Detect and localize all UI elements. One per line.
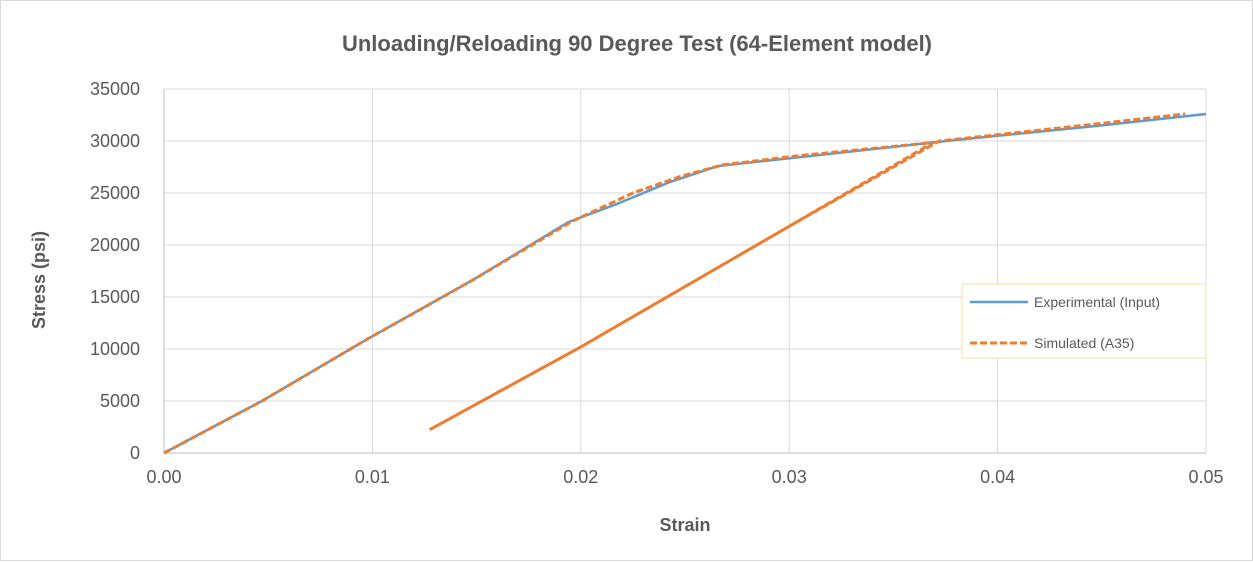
axes	[163, 89, 1206, 454]
tick-labels: 0 5000 10000 15000 20000 25000 30000 35000 0.00 0…	[90, 79, 1224, 487]
data-series	[163, 112, 1207, 455]
legend: Experimental (Input) Simulated (A35)	[961, 283, 1207, 359]
y-tick-label: 10000	[90, 339, 140, 359]
y-tick-label: 0	[130, 443, 140, 463]
legend-label-experimental: Experimental (Input)	[1034, 294, 1160, 310]
legend-box	[961, 283, 1207, 359]
y-axis-title: Stress (psi)	[29, 231, 49, 329]
y-tick-label: 30000	[90, 131, 140, 151]
legend-label-simulated: Simulated (A35)	[1034, 335, 1134, 351]
y-tick-label: 5000	[100, 391, 140, 411]
gridlines	[164, 88, 1207, 453]
series-line-simulated	[163, 112, 1186, 455]
x-tick-label: 0.04	[980, 467, 1015, 487]
y-tick-label: 35000	[90, 79, 140, 99]
x-tick-label: 0.05	[1188, 467, 1223, 487]
series-line-experimental	[163, 112, 1207, 455]
x-tick-label: 0.00	[146, 467, 181, 487]
x-axis-title: Strain	[659, 515, 710, 535]
x-tick-label: 0.01	[355, 467, 390, 487]
y-tick-label: 20000	[90, 235, 140, 255]
legend-items: Experimental (Input) Simulated (A35)	[970, 294, 1160, 351]
x-tick-label: 0.03	[772, 467, 807, 487]
x-tick-label: 0.02	[563, 467, 598, 487]
y-tick-label: 15000	[90, 287, 140, 307]
y-tick-label: 25000	[90, 183, 140, 203]
chart-title: Unloading/Reloading 90 Degree Test (64-E…	[342, 31, 932, 56]
